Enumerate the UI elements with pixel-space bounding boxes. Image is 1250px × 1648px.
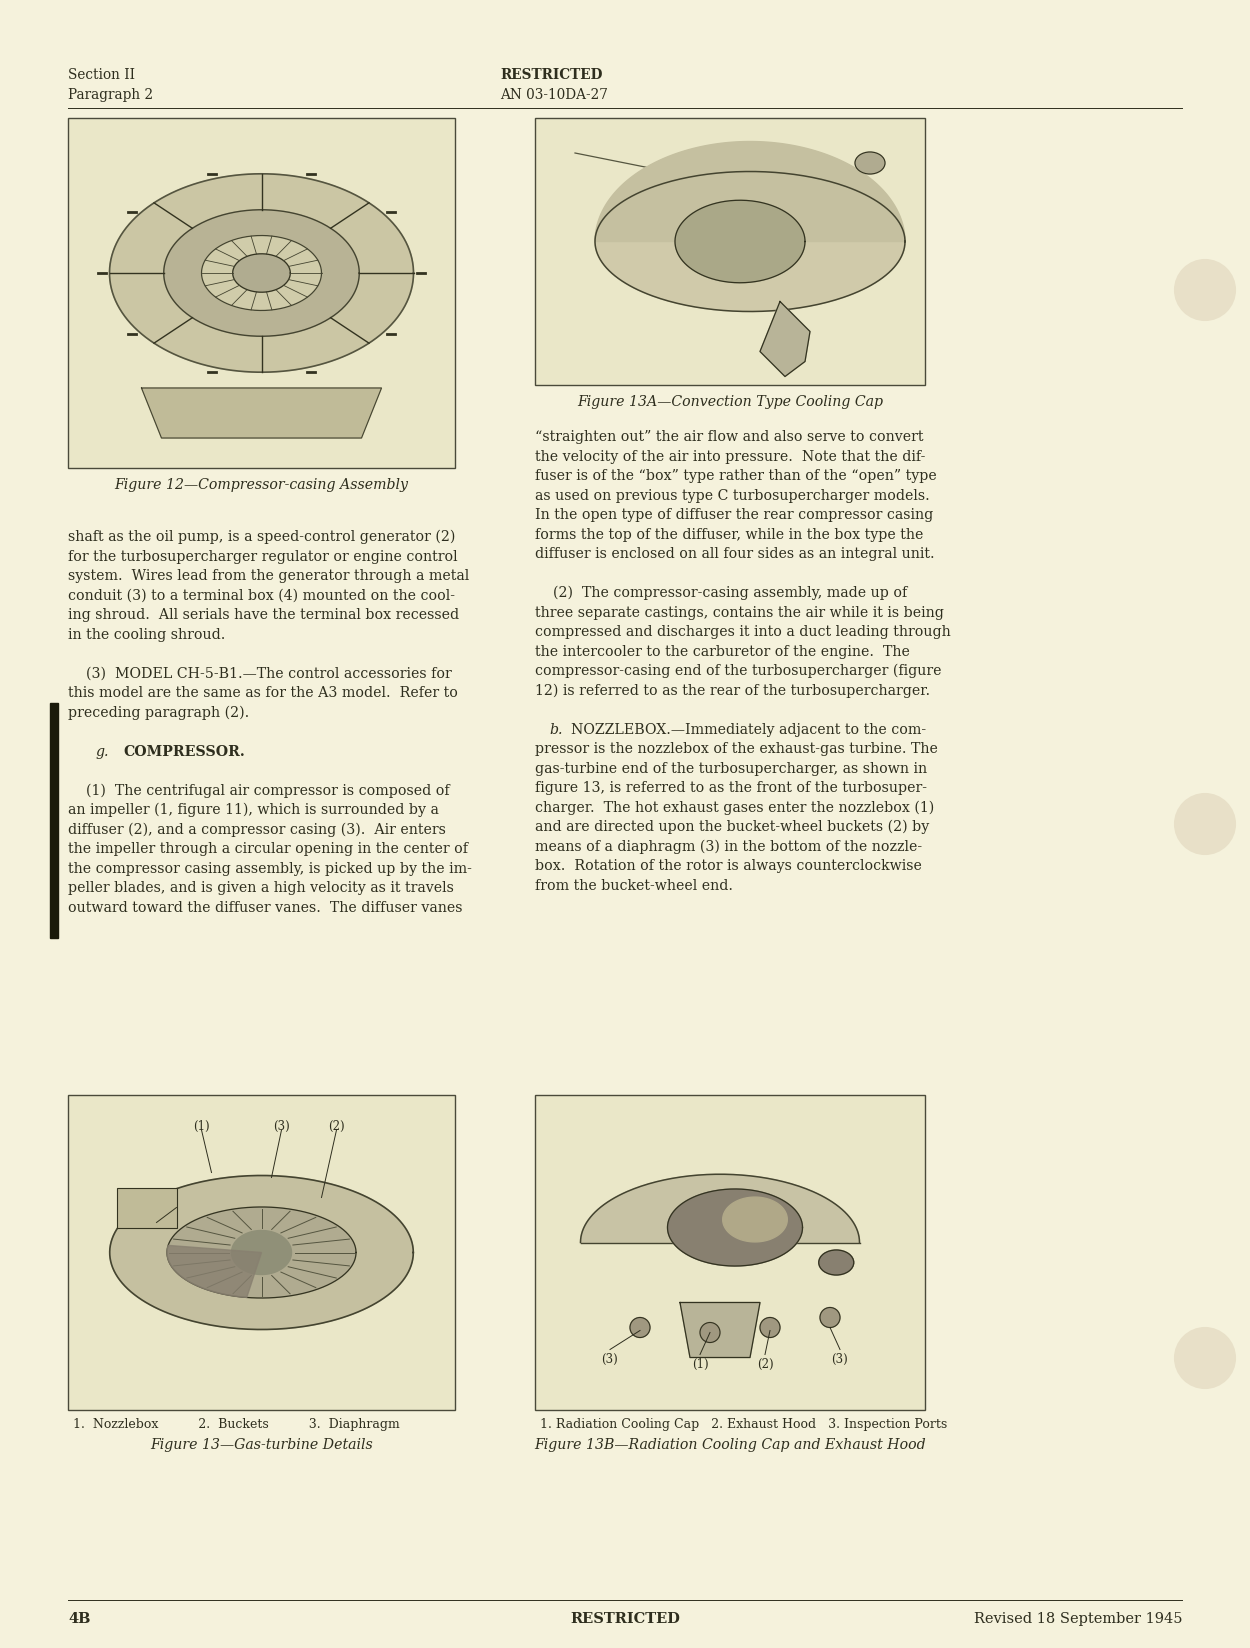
Text: compressed and discharges it into a duct leading through: compressed and discharges it into a duct… [535,625,951,639]
Text: AN 03-10DA-27: AN 03-10DA-27 [500,87,608,102]
Text: COMPRESSOR.: COMPRESSOR. [122,745,245,758]
Ellipse shape [855,152,885,175]
Text: g.: g. [96,745,110,758]
Text: the velocity of the air into pressure.  Note that the dif-: the velocity of the air into pressure. N… [535,450,925,463]
Text: this model are the same as for the A3 model.  Refer to: this model are the same as for the A3 mo… [68,686,458,700]
Text: Figure 13A—Convection Type Cooling Cap: Figure 13A—Convection Type Cooling Cap [578,396,882,409]
Text: ing shroud.  All serials have the terminal box recessed: ing shroud. All serials have the termina… [68,608,459,621]
Text: from the bucket-wheel end.: from the bucket-wheel end. [535,878,732,893]
Text: Section II: Section II [68,68,135,82]
Circle shape [820,1307,840,1328]
Bar [68,1094,455,1411]
Bar [50,704,58,938]
Text: in the cooling shroud.: in the cooling shroud. [68,628,225,641]
Polygon shape [231,1231,291,1274]
Text: Figure 13—Gas-turbine Details: Figure 13—Gas-turbine Details [150,1439,372,1452]
Text: Revised 18 September 1945: Revised 18 September 1945 [974,1612,1182,1627]
Text: (3)  MODEL CH-5-B1.—The control accessories for: (3) MODEL CH-5-B1.—The control accessori… [68,666,451,681]
Text: (2): (2) [756,1358,774,1371]
Text: shaft as the oil pump, is a speed-control generator (2): shaft as the oil pump, is a speed-contro… [68,531,455,544]
Text: Paragraph 2: Paragraph 2 [68,87,154,102]
Bar [535,119,925,386]
Polygon shape [164,209,359,336]
Polygon shape [595,171,905,311]
Text: forms the top of the diffuser, while in the box type the: forms the top of the diffuser, while in … [535,527,924,542]
Polygon shape [722,1196,788,1243]
Text: (1): (1) [194,1121,210,1134]
Text: In the open type of diffuser the rear compressor casing: In the open type of diffuser the rear co… [535,508,934,522]
Polygon shape [580,1175,860,1243]
Circle shape [630,1317,650,1338]
Text: for the turbosupercharger regulator or engine control: for the turbosupercharger regulator or e… [68,549,458,564]
Bar [535,1094,925,1411]
Text: the intercooler to the carburetor of the engine.  The: the intercooler to the carburetor of the… [535,644,910,659]
Polygon shape [680,1302,760,1358]
Bar [68,119,455,468]
Text: NOZZLEBOX.—Immediately adjacent to the com-: NOZZLEBOX.—Immediately adjacent to the c… [571,722,926,737]
Circle shape [1175,794,1235,854]
Polygon shape [201,236,321,310]
Text: Figure 12—Compressor-casing Assembly: Figure 12—Compressor-casing Assembly [115,478,409,493]
Text: 12) is referred to as the rear of the turbosupercharger.: 12) is referred to as the rear of the tu… [535,684,930,697]
Polygon shape [232,254,290,292]
Polygon shape [110,1175,414,1330]
Text: system.  Wires lead from the generator through a metal: system. Wires lead from the generator th… [68,569,469,583]
Text: Figure 13B—Radiation Cooling Cap and Exhaust Hood: Figure 13B—Radiation Cooling Cap and Exh… [534,1439,926,1452]
Text: figure 13, is referred to as the front of the turbosuper-: figure 13, is referred to as the front o… [535,781,928,794]
Text: gas-turbine end of the turbosupercharger, as shown in: gas-turbine end of the turbosupercharger… [535,761,928,776]
Text: outward toward the diffuser vanes.  The diffuser vanes: outward toward the diffuser vanes. The d… [68,900,462,915]
Text: (3): (3) [831,1353,849,1366]
Text: compressor-casing end of the turbosupercharger (figure: compressor-casing end of the turbosuperc… [535,664,941,679]
Text: three separate castings, contains the air while it is being: three separate castings, contains the ai… [535,605,944,620]
Text: (2): (2) [329,1121,345,1134]
Polygon shape [675,201,805,283]
Bar [116,1188,176,1228]
Text: RESTRICTED: RESTRICTED [570,1612,680,1627]
Text: and are directed upon the bucket-wheel buckets (2) by: and are directed upon the bucket-wheel b… [535,821,929,834]
Text: b.: b. [549,722,562,737]
Circle shape [1175,260,1235,320]
Text: diffuser is enclosed on all four sides as an integral unit.: diffuser is enclosed on all four sides a… [535,547,935,560]
Text: preceding paragraph (2).: preceding paragraph (2). [68,705,249,720]
Text: means of a diaphragm (3) in the bottom of the nozzle-: means of a diaphragm (3) in the bottom o… [535,839,922,854]
Ellipse shape [819,1249,854,1276]
Text: an impeller (1, figure 11), which is surrounded by a: an impeller (1, figure 11), which is sur… [68,803,439,817]
Polygon shape [760,302,810,376]
Text: 1.  Nozzlebox          2.  Buckets          3.  Diaphragm: 1. Nozzlebox 2. Buckets 3. Diaphragm [72,1417,400,1430]
Text: “straighten out” the air flow and also serve to convert: “straighten out” the air flow and also s… [535,430,924,443]
Polygon shape [668,1188,802,1266]
Text: diffuser (2), and a compressor casing (3).  Air enters: diffuser (2), and a compressor casing (3… [68,822,446,837]
Text: RESTRICTED: RESTRICTED [500,68,602,82]
Circle shape [760,1317,780,1338]
Polygon shape [168,1206,356,1299]
Polygon shape [110,173,414,372]
Text: pressor is the nozzlebox of the exhaust-gas turbine. The: pressor is the nozzlebox of the exhaust-… [535,742,938,756]
Text: (3): (3) [601,1353,619,1366]
Text: box.  Rotation of the rotor is always counterclockwise: box. Rotation of the rotor is always cou… [535,859,922,873]
Text: conduit (3) to a terminal box (4) mounted on the cool-: conduit (3) to a terminal box (4) mounte… [68,588,455,603]
Text: (1): (1) [691,1358,709,1371]
Text: charger.  The hot exhaust gases enter the nozzlebox (1): charger. The hot exhaust gases enter the… [535,801,934,814]
Text: 4B: 4B [68,1612,90,1627]
Text: as used on previous type C turbosupercharger models.: as used on previous type C turbosupercha… [535,488,930,503]
Text: (1)  The centrifugal air compressor is composed of: (1) The centrifugal air compressor is co… [68,783,450,798]
Text: (3): (3) [272,1121,290,1134]
Polygon shape [168,1246,261,1297]
Circle shape [700,1322,720,1343]
Polygon shape [141,387,381,438]
Text: (2)  The compressor-casing assembly, made up of: (2) The compressor-casing assembly, made… [535,587,908,600]
Text: 1. Radiation Cooling Cap   2. Exhaust Hood   3. Inspection Ports: 1. Radiation Cooling Cap 2. Exhaust Hood… [540,1417,948,1430]
Circle shape [1175,1328,1235,1388]
Text: peller blades, and is given a high velocity as it travels: peller blades, and is given a high veloc… [68,882,454,895]
Polygon shape [595,142,905,242]
Text: the impeller through a circular opening in the center of: the impeller through a circular opening … [68,842,468,855]
Text: fuser is of the “box” type rather than of the “open” type: fuser is of the “box” type rather than o… [535,470,936,483]
Text: the compressor casing assembly, is picked up by the im-: the compressor casing assembly, is picke… [68,862,472,875]
